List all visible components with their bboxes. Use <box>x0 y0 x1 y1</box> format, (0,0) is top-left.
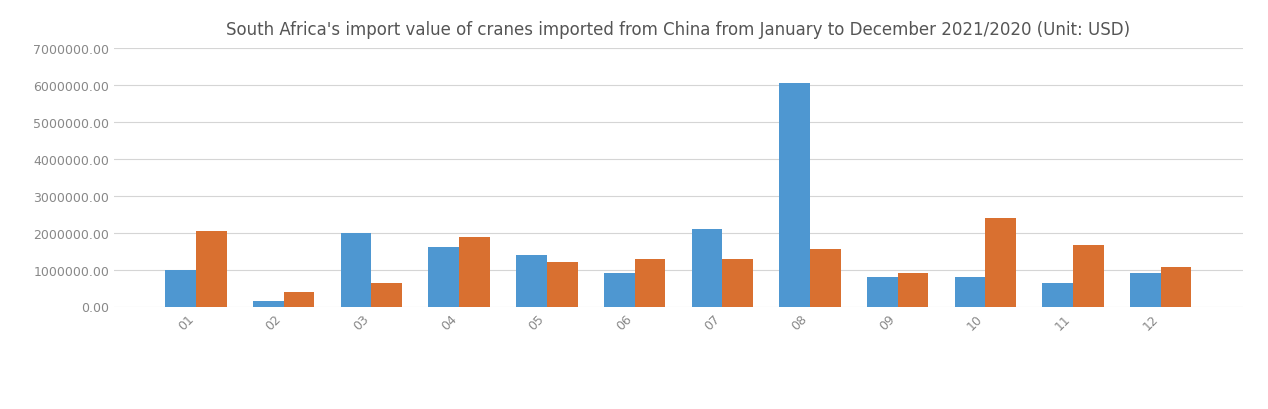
Bar <box>867 277 898 307</box>
Bar <box>341 233 372 307</box>
Bar <box>429 248 459 307</box>
Bar <box>810 249 841 307</box>
Bar <box>1160 268 1192 307</box>
Title: South Africa's import value of cranes imported from China from January to Decemb: South Africa's import value of cranes im… <box>226 21 1131 39</box>
Bar <box>372 283 402 307</box>
Bar <box>691 229 723 307</box>
Bar <box>604 274 634 307</box>
Bar <box>1130 274 1160 307</box>
Bar <box>780 84 810 307</box>
Bar <box>459 238 489 307</box>
Bar <box>197 231 227 307</box>
Bar <box>284 293 314 307</box>
Bar <box>165 270 197 307</box>
Bar <box>516 255 547 307</box>
Bar <box>985 218 1016 307</box>
Bar <box>547 263 577 307</box>
Bar <box>898 274 928 307</box>
Bar <box>634 259 666 307</box>
Bar <box>1042 283 1073 307</box>
Bar <box>723 259 753 307</box>
Bar <box>955 277 985 307</box>
Bar <box>254 301 284 307</box>
Bar <box>1073 245 1103 307</box>
